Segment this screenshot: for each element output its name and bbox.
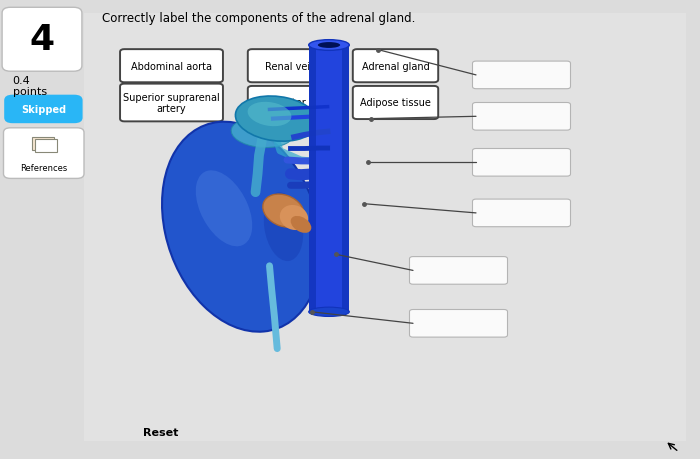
FancyBboxPatch shape xyxy=(353,87,438,120)
FancyBboxPatch shape xyxy=(32,138,54,151)
FancyBboxPatch shape xyxy=(120,84,223,122)
Ellipse shape xyxy=(235,97,318,142)
FancyBboxPatch shape xyxy=(473,200,570,227)
Ellipse shape xyxy=(309,308,349,317)
FancyBboxPatch shape xyxy=(473,149,570,177)
FancyBboxPatch shape xyxy=(410,257,508,285)
Text: Ureter: Ureter xyxy=(275,98,306,108)
FancyBboxPatch shape xyxy=(84,14,686,441)
Ellipse shape xyxy=(196,171,252,247)
FancyBboxPatch shape xyxy=(473,62,570,90)
FancyBboxPatch shape xyxy=(120,50,223,83)
Text: Superior suprarenal
artery: Superior suprarenal artery xyxy=(123,93,220,114)
Text: Correctly label the components of the adrenal gland.: Correctly label the components of the ad… xyxy=(102,12,415,25)
Text: References: References xyxy=(20,164,67,173)
Text: Adrenal gland: Adrenal gland xyxy=(362,62,429,72)
FancyBboxPatch shape xyxy=(4,129,84,179)
Ellipse shape xyxy=(309,40,349,51)
FancyBboxPatch shape xyxy=(309,46,349,312)
FancyBboxPatch shape xyxy=(2,8,82,72)
FancyBboxPatch shape xyxy=(4,95,83,124)
FancyBboxPatch shape xyxy=(248,87,333,120)
Ellipse shape xyxy=(162,123,321,332)
Text: Adipose tissue: Adipose tissue xyxy=(360,98,431,108)
Text: points: points xyxy=(13,87,47,97)
FancyBboxPatch shape xyxy=(353,50,438,83)
FancyBboxPatch shape xyxy=(410,310,508,337)
Ellipse shape xyxy=(290,217,312,233)
FancyBboxPatch shape xyxy=(342,46,349,312)
Text: Skipped: Skipped xyxy=(21,105,66,115)
Ellipse shape xyxy=(231,118,294,148)
Ellipse shape xyxy=(262,195,304,228)
Text: 0.4: 0.4 xyxy=(13,75,30,85)
Text: 4: 4 xyxy=(29,23,55,57)
Ellipse shape xyxy=(264,193,303,262)
Ellipse shape xyxy=(318,43,340,49)
Ellipse shape xyxy=(280,206,308,230)
Text: Abdominal aorta: Abdominal aorta xyxy=(131,62,212,72)
FancyBboxPatch shape xyxy=(248,50,333,83)
FancyBboxPatch shape xyxy=(35,140,57,153)
Ellipse shape xyxy=(248,103,291,127)
FancyBboxPatch shape xyxy=(309,46,316,312)
FancyBboxPatch shape xyxy=(473,103,570,131)
Text: Reset: Reset xyxy=(144,427,178,437)
Text: Renal vein: Renal vein xyxy=(265,62,316,72)
